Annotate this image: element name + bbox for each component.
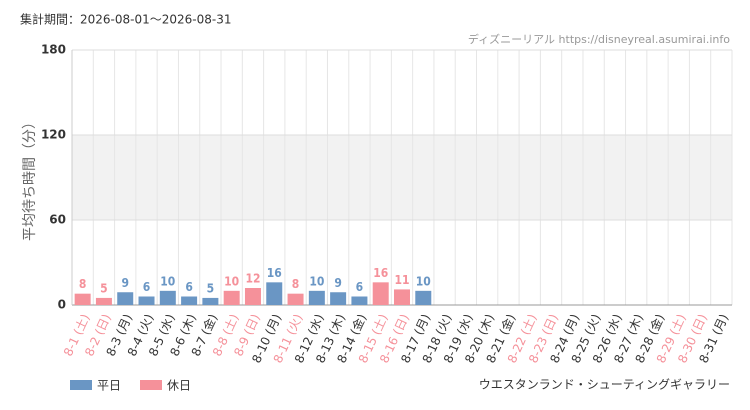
y-axis-label: 平均待ち時間（分） [22,115,38,241]
value-label: 10 [416,274,431,288]
bar [351,296,368,305]
value-label: 16 [373,266,388,280]
bar [95,297,112,305]
bar [159,290,176,305]
bar [244,288,261,305]
value-label: 6 [143,280,151,294]
bar [117,292,134,305]
value-label: 11 [394,273,409,287]
bar [415,290,432,305]
attraction: ウエスタンランド・シューティングギャラリー [479,378,730,392]
legend-label: 休日 [167,379,191,393]
value-label: 10 [309,274,324,288]
value-label: 16 [267,266,282,280]
value-label: 8 [292,277,300,291]
bar [266,282,283,305]
y-tick-label: 60 [49,213,66,227]
period: 集計期間：2026-08-01～2026-08-31 [20,12,231,27]
bar [181,296,198,305]
bar [74,293,91,305]
bar [330,292,347,305]
bar [138,296,155,305]
bar [372,282,389,305]
value-label: 10 [160,274,175,288]
legend-swatch [70,380,92,390]
value-label: 6 [356,280,364,294]
bar [202,297,219,305]
bar [308,290,325,305]
value-label: 12 [245,272,260,286]
value-label: 9 [334,276,342,290]
bar [394,289,410,305]
value-label: 9 [121,276,129,290]
y-tick-label: 180 [41,43,66,57]
value-label: 10 [224,274,239,288]
y-tick-label: 0 [58,298,66,312]
y-tick-label: 120 [41,128,66,142]
band [72,135,732,220]
legend-label: 平日 [97,379,121,393]
bar [287,293,304,305]
value-label: 5 [207,281,215,295]
source: ディズニーリアル https://disneyreal.asumirai.inf… [468,32,730,46]
value-label: 5 [100,281,108,295]
value-label: 8 [79,277,87,291]
legend-swatch [140,380,162,390]
bar [223,290,240,305]
value-label: 6 [185,280,193,294]
